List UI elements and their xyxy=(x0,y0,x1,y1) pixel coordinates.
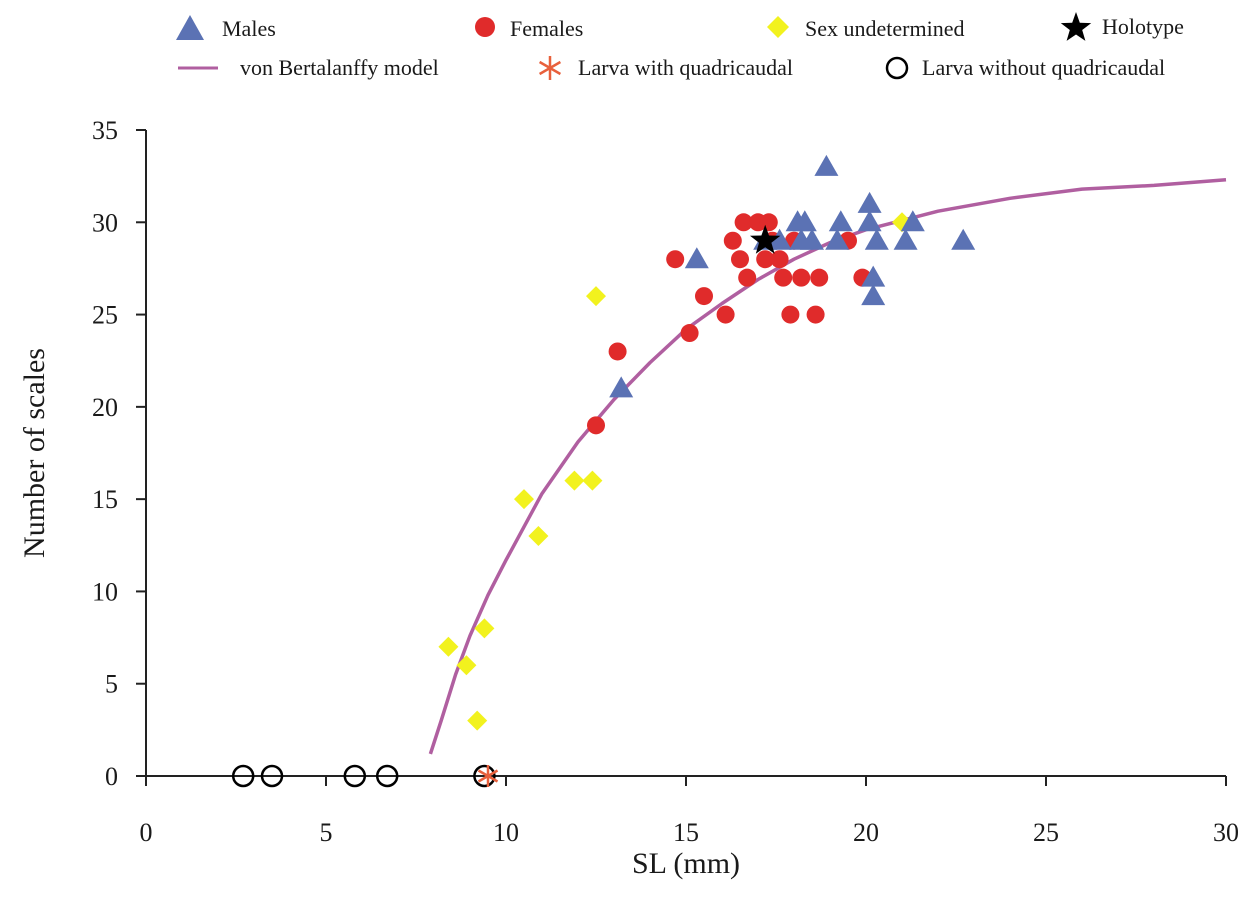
male-point xyxy=(767,228,792,250)
female-point xyxy=(792,268,811,287)
x-tick-label: 20 xyxy=(853,818,879,847)
legend-label-von-bertalanffy: von Bertalanffy model xyxy=(240,55,439,80)
larva-without-quadricaudal-point xyxy=(231,764,255,788)
female-point xyxy=(756,250,775,269)
larva-without-quadricaudal-point xyxy=(343,764,367,788)
legend-item-larva-without-quadricaudal: Larva without quadricaudal xyxy=(885,55,1165,80)
male-point xyxy=(857,191,882,213)
y-tick-label: 10 xyxy=(92,577,118,606)
female-point xyxy=(770,250,789,269)
x-tick-label: 30 xyxy=(1213,818,1239,847)
y-tick-label: 0 xyxy=(105,762,118,791)
y-tick-label: 5 xyxy=(105,670,118,699)
y-tick-label: 15 xyxy=(92,485,118,514)
male-point xyxy=(792,210,817,232)
sex-undetermined-point xyxy=(564,470,585,491)
female-point xyxy=(734,213,753,232)
legend-item-females: Females xyxy=(475,16,583,41)
axes: 0 5 10 15 20 25 30 0 5 10 15 20 25 30 35 xyxy=(92,116,1239,847)
legend-item-holotype: Holotype xyxy=(1060,12,1184,41)
legend-item-males: Males xyxy=(176,15,276,41)
y-tick-label: 35 xyxy=(92,116,118,145)
legend-label-larva-without-quadricaudal: Larva without quadricaudal xyxy=(922,55,1165,80)
holotype-point xyxy=(750,224,781,254)
sex-undetermined-point xyxy=(586,286,606,307)
male-point xyxy=(861,284,886,306)
sex-undetermined-point xyxy=(456,655,477,676)
legend-item-sex-undetermined: Sex undetermined xyxy=(767,16,964,41)
sex-undetermined-point xyxy=(582,470,603,491)
y-axis-label: Number of scales xyxy=(18,348,51,558)
female-point xyxy=(810,268,829,287)
x-tick-label: 0 xyxy=(140,818,153,847)
female-point xyxy=(774,268,793,287)
female-point xyxy=(806,305,825,324)
legend-marker-females xyxy=(475,17,495,37)
legend-label-males: Males xyxy=(222,16,276,41)
y-tick-label: 25 xyxy=(92,301,118,330)
sex-undetermined-point xyxy=(474,618,495,639)
legend-label-holotype: Holotype xyxy=(1102,14,1184,39)
female-point xyxy=(723,231,742,250)
sex-undetermined-point xyxy=(467,710,488,731)
sex-undetermined-point xyxy=(438,636,459,657)
legend-marker-males xyxy=(176,15,204,40)
x-tick-label: 5 xyxy=(320,818,333,847)
sex-undetermined-point xyxy=(528,526,549,547)
male-point xyxy=(893,228,918,250)
female-point xyxy=(731,250,749,269)
male-point xyxy=(828,210,853,232)
von-bertalanffy-line xyxy=(428,178,1227,755)
von-bertalanffy-curve xyxy=(428,178,1227,755)
male-point xyxy=(857,210,882,232)
female-point xyxy=(759,213,778,232)
x-tick-label: 25 xyxy=(1033,818,1059,847)
female-point xyxy=(680,324,699,343)
legend-item-von-bertalanffy: von Bertalanffy model xyxy=(178,55,439,80)
male-point xyxy=(861,265,886,287)
legend-item-larva-with-quadricaudal: Larva with quadricaudal xyxy=(538,55,793,80)
x-axis-label: SL (mm) xyxy=(632,847,740,880)
male-point xyxy=(814,154,839,176)
female-point xyxy=(666,250,685,269)
male-point xyxy=(684,247,709,269)
y-tick-label: 20 xyxy=(92,393,118,422)
male-point xyxy=(609,376,634,398)
x-tick-label: 10 xyxy=(493,818,519,847)
female-point xyxy=(716,305,735,324)
asterisk-glyph xyxy=(538,56,562,80)
male-point xyxy=(864,228,889,250)
data-points xyxy=(231,154,976,788)
larva-without-quadricaudal-point xyxy=(375,764,399,788)
female-point xyxy=(738,268,757,287)
legend-marker-larva-with-quadricaudal xyxy=(538,56,562,80)
female-point xyxy=(695,287,713,306)
larva-without-quadricaudal-point xyxy=(260,764,284,788)
legend-marker-larva-without-quadricaudal xyxy=(885,56,909,80)
legend: Males Females Sex undetermined Holotype … xyxy=(176,12,1184,80)
larva-with-quadricaudal-point xyxy=(477,765,499,787)
legend-label-sex-undetermined: Sex undetermined xyxy=(805,16,964,41)
legend-label-larva-with-quadricaudal: Larva with quadricaudal xyxy=(578,55,793,80)
male-point xyxy=(825,228,850,250)
legend-label-females: Females xyxy=(510,16,583,41)
female-point xyxy=(608,342,627,361)
male-point xyxy=(951,228,976,250)
sex-undetermined-point xyxy=(514,489,534,510)
female-point xyxy=(587,416,605,435)
male-point xyxy=(800,228,824,250)
legend-marker-holotype xyxy=(1060,12,1092,41)
larva-without-quadricaudal-point xyxy=(473,764,496,788)
male-point xyxy=(900,210,925,232)
legend-marker-sex-undetermined xyxy=(767,16,789,38)
y-tick-label: 30 xyxy=(92,208,118,237)
x-tick-label: 15 xyxy=(673,818,699,847)
female-point xyxy=(781,305,800,324)
